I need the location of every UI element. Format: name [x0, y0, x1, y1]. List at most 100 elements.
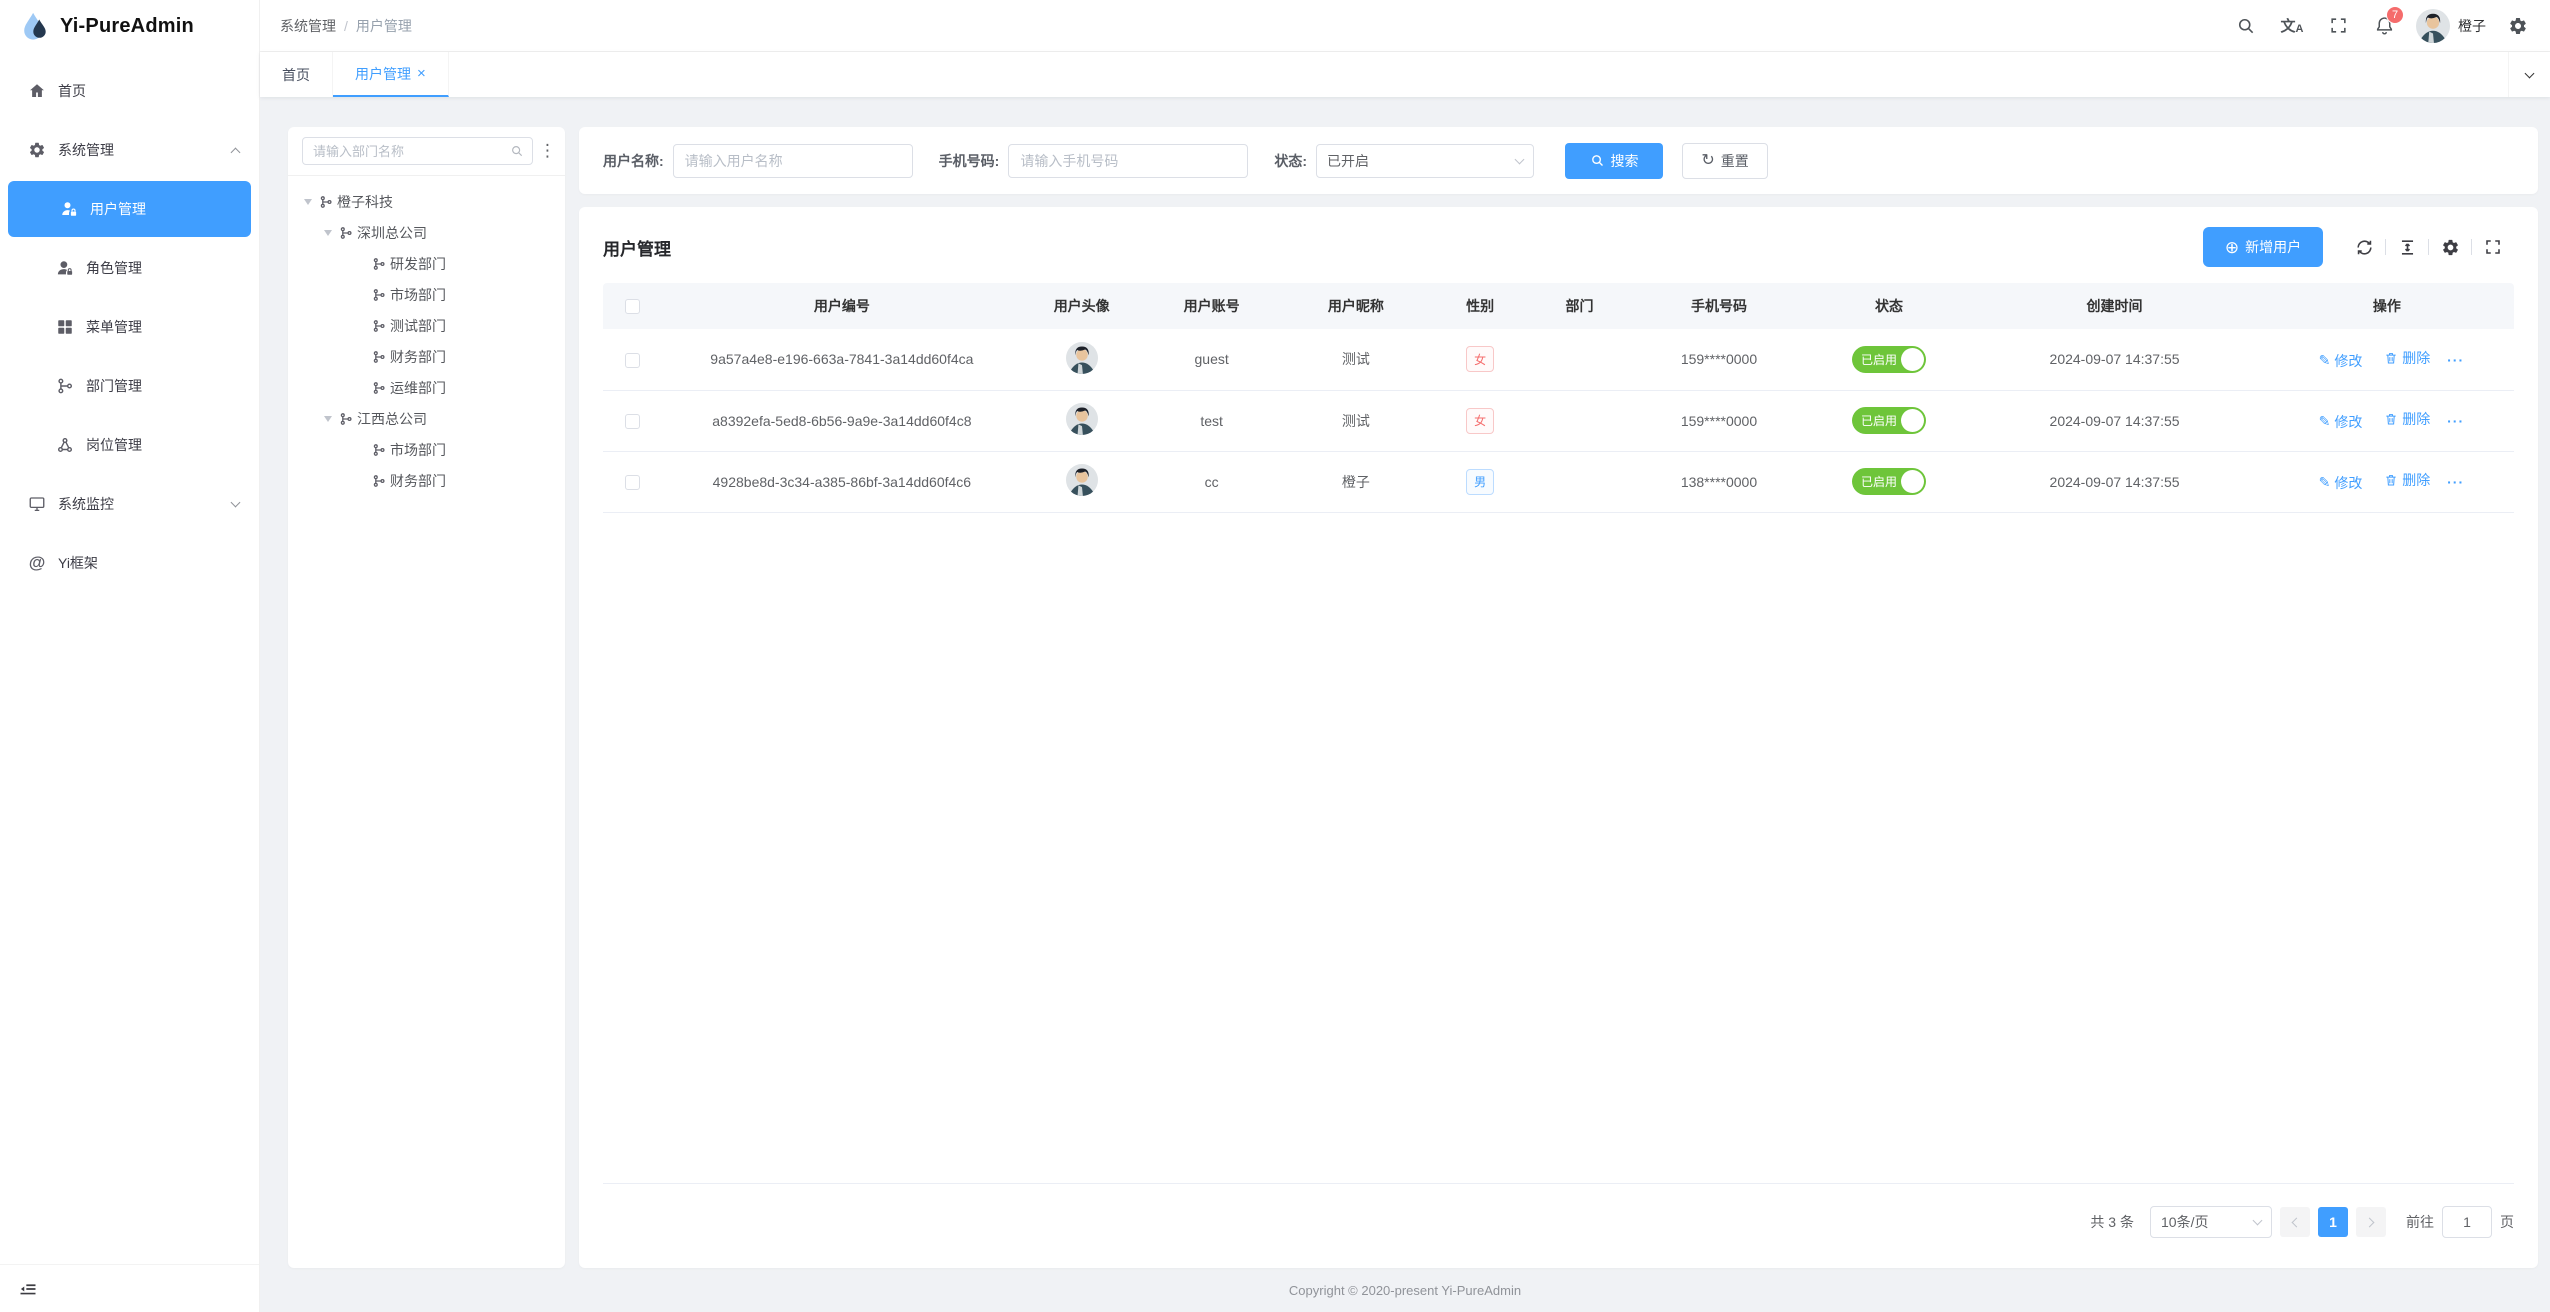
- close-icon[interactable]: ×: [417, 65, 426, 82]
- status-toggle[interactable]: 已启用: [1852, 468, 1927, 495]
- page-unit-label: 页: [2500, 1214, 2514, 1230]
- sidebar-item-label: 首页: [58, 83, 86, 99]
- status-select[interactable]: 已开启: [1316, 143, 1535, 178]
- sidebar-item-label: 岗位管理: [86, 437, 142, 453]
- edit-button[interactable]: ✎ 修改: [2318, 352, 2363, 369]
- row-checkbox[interactable]: [625, 474, 641, 490]
- edit-button[interactable]: ✎ 修改: [2318, 413, 2363, 430]
- search-button[interactable]: 搜索: [1565, 142, 1664, 179]
- pencil-icon: ✎: [2318, 413, 2331, 430]
- column-header[interactable]: 部门: [1529, 283, 1630, 329]
- notification-bell-icon[interactable]: 7: [2364, 2, 2404, 50]
- delete-button[interactable]: 删除: [2384, 470, 2430, 490]
- avatar[interactable]: [1065, 341, 1098, 374]
- tree-node[interactable]: 财务部门: [294, 465, 559, 496]
- density-icon[interactable]: [2397, 237, 2417, 257]
- breadcrumb-item[interactable]: 系统管理: [280, 17, 336, 34]
- column-header[interactable]: 创建时间: [1969, 283, 2260, 329]
- refresh-icon[interactable]: [2354, 237, 2374, 257]
- tree-node[interactable]: 研发部门: [294, 248, 559, 279]
- status-toggle[interactable]: 已启用: [1852, 345, 1927, 373]
- user-menu[interactable]: 橙子: [2410, 8, 2492, 43]
- dept-search-input[interactable]: [313, 143, 510, 159]
- column-header[interactable]: 状态: [1808, 283, 1970, 329]
- status-toggle[interactable]: 已启用: [1852, 407, 1927, 434]
- sidebar-item-post-mgmt[interactable]: 岗位管理: [4, 417, 255, 473]
- sidebar-item-framework[interactable]: @ Yi框架: [4, 535, 255, 591]
- share-nodes-icon: [56, 436, 74, 454]
- app-logo[interactable]: Yi-PureAdmin: [0, 0, 259, 52]
- page-number-button[interactable]: 1: [2318, 1207, 2348, 1237]
- page-size-select[interactable]: 10条/页: [2150, 1206, 2272, 1238]
- column-header[interactable]: 用户账号: [1141, 283, 1282, 329]
- sidebar-item-role-mgmt[interactable]: 角色管理: [4, 240, 255, 296]
- delete-button[interactable]: 删除: [2384, 348, 2430, 368]
- tree-node-label: 研发部门: [390, 255, 446, 272]
- fullscreen-icon[interactable]: [2318, 2, 2358, 50]
- tab-user-mgmt[interactable]: 用户管理 ×: [333, 52, 449, 97]
- more-actions-button[interactable]: ···: [2447, 413, 2465, 430]
- tab-options-button[interactable]: [2508, 52, 2550, 97]
- table-fullscreen-icon[interactable]: [2483, 237, 2503, 257]
- tree-node[interactable]: 江西总公司: [294, 403, 559, 434]
- add-user-button[interactable]: ⊕ 新增用户: [2203, 227, 2323, 267]
- grid-icon: [56, 318, 74, 336]
- sidebar-item-system[interactable]: 系统管理: [4, 122, 255, 178]
- tree-node[interactable]: 橙子科技: [294, 186, 559, 217]
- sidebar-item-monitor[interactable]: 系统监控: [4, 476, 255, 532]
- sidebar-item-dept-mgmt[interactable]: 部门管理: [4, 358, 255, 414]
- sidebar-item-home[interactable]: 首页: [4, 63, 255, 119]
- table-row: a8392efa-5ed8-6b56-9a9e-3a14dd60f4c8 tes…: [603, 390, 2514, 452]
- next-page-button[interactable]: [2356, 1207, 2386, 1237]
- collapse-sidebar-icon[interactable]: [18, 1279, 38, 1299]
- sidebar-item-menu-mgmt[interactable]: 菜单管理: [4, 299, 255, 355]
- sidebar: Yi-PureAdmin 首页 系统管理 用户管理 角色管理: [0, 0, 260, 1312]
- column-header[interactable]: 用户编号: [662, 283, 1022, 329]
- cell-created: 2024-09-07 14:37:55: [1969, 451, 2260, 513]
- caret-down-icon[interactable]: [304, 199, 312, 209]
- cell-dept: [1529, 329, 1630, 391]
- column-header[interactable]: 性别: [1430, 283, 1530, 329]
- more-actions-button[interactable]: ···: [2447, 474, 2465, 491]
- table-row: 9a57a4e8-e196-663a-7841-3a14dd60f4ca gue…: [603, 329, 2514, 391]
- more-actions-button[interactable]: ···: [2447, 352, 2465, 368]
- tree-node[interactable]: 运维部门: [294, 372, 559, 403]
- username-input[interactable]: [672, 143, 913, 178]
- gear-icon: [28, 141, 46, 159]
- reset-button[interactable]: ↻ 重置: [1682, 142, 1769, 179]
- tree-node[interactable]: 市场部门: [294, 434, 559, 465]
- more-options-icon[interactable]: ⋮: [539, 141, 557, 160]
- edit-button[interactable]: ✎ 修改: [2318, 474, 2363, 491]
- tree-node[interactable]: 测试部门: [294, 310, 559, 341]
- row-checkbox[interactable]: [625, 413, 641, 429]
- content: ⋮ 橙子科技 深圳总公司 研发部门: [260, 97, 2550, 1268]
- avatar[interactable]: [1065, 464, 1098, 496]
- caret-down-icon[interactable]: [324, 230, 332, 240]
- dept-search-box: [302, 137, 533, 165]
- row-checkbox[interactable]: [625, 352, 641, 368]
- prev-page-button[interactable]: [2280, 1207, 2310, 1237]
- select-all-checkbox[interactable]: [625, 299, 641, 315]
- caret-down-icon[interactable]: [324, 416, 332, 426]
- tree-node[interactable]: 财务部门: [294, 341, 559, 372]
- sidebar-item-user-mgmt[interactable]: 用户管理: [8, 181, 251, 237]
- sidebar-item-label: 角色管理: [86, 260, 142, 276]
- dept-icon: [372, 381, 386, 395]
- delete-button[interactable]: 删除: [2384, 409, 2430, 429]
- column-header[interactable]: 用户头像: [1021, 283, 1142, 329]
- settings-gear-icon[interactable]: [2498, 2, 2538, 50]
- phone-input[interactable]: [1008, 143, 1249, 178]
- column-header[interactable]: 操作: [2259, 283, 2514, 329]
- column-settings-gear-icon[interactable]: [2440, 237, 2460, 257]
- search-icon[interactable]: [2226, 2, 2266, 50]
- column-header[interactable]: 用户昵称: [1281, 283, 1431, 329]
- tree-node[interactable]: 市场部门: [294, 279, 559, 310]
- chevron-down-icon: [2252, 1215, 2263, 1226]
- column-header[interactable]: 手机号码: [1629, 283, 1809, 329]
- goto-page-input[interactable]: [2442, 1206, 2492, 1238]
- tree-node[interactable]: 深圳总公司: [294, 217, 559, 248]
- tab-home[interactable]: 首页: [260, 52, 333, 97]
- avatar[interactable]: [1065, 403, 1098, 435]
- cell-created: 2024-09-07 14:37:55: [1969, 329, 2260, 391]
